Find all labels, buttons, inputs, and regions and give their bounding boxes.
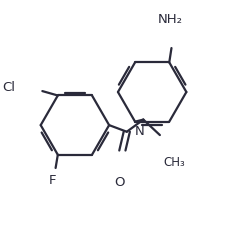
Text: NH₂: NH₂ [157, 13, 182, 26]
Text: N: N [135, 125, 145, 138]
Text: F: F [49, 174, 57, 187]
Text: Cl: Cl [2, 81, 15, 94]
Text: O: O [114, 176, 124, 189]
Text: CH₃: CH₃ [163, 156, 185, 169]
